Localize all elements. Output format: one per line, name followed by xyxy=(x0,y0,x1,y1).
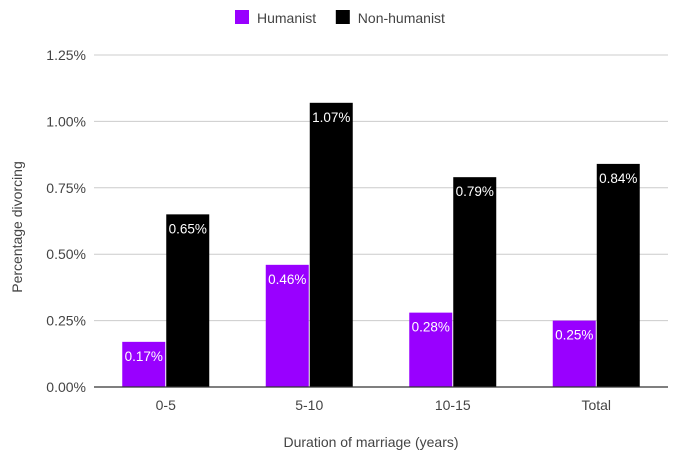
x-tick-label: 10-15 xyxy=(435,397,471,413)
data-label: 0.84% xyxy=(599,171,637,186)
data-label: 0.46% xyxy=(268,272,306,287)
x-tick-label: Total xyxy=(581,397,611,413)
data-label: 0.79% xyxy=(456,184,494,199)
x-tick-label: 5-10 xyxy=(295,397,323,413)
y-tick-label: 0.00% xyxy=(46,379,86,395)
y-tick-label: 1.25% xyxy=(46,47,86,63)
bar-humanist-10-15 xyxy=(409,312,453,387)
x-axis-title: Duration of marriage (years) xyxy=(283,434,458,450)
y-axis-title: Percentage divorcing xyxy=(9,161,25,293)
x-tick-label: 0-5 xyxy=(156,397,176,413)
bar-non-humanist-total xyxy=(596,163,640,387)
legend-label: Humanist xyxy=(257,10,316,26)
data-label: 0.25% xyxy=(555,328,593,343)
x-axis-ticks: 0-5 5-10 10-15 Total xyxy=(156,397,611,413)
data-label: 1.07% xyxy=(312,110,350,125)
y-axis-ticks: 0.00% 0.25% 0.50% 0.75% 1.00% 1.25% xyxy=(46,47,86,395)
y-tick-label: 0.50% xyxy=(46,246,86,262)
bar-non-humanist-0-5 xyxy=(166,214,210,387)
y-tick-label: 0.25% xyxy=(46,313,86,329)
bar-non-humanist-10-15 xyxy=(453,177,497,387)
bar-humanist-0-5 xyxy=(122,341,166,387)
legend: Humanist Non-humanist xyxy=(235,10,445,26)
data-label: 0.65% xyxy=(169,221,207,236)
data-label: 0.17% xyxy=(125,349,163,364)
bar-humanist-total xyxy=(552,320,596,387)
bar-humanist-5-10 xyxy=(265,264,309,387)
y-tick-label: 1.00% xyxy=(46,113,86,129)
bar-non-humanist-5-10 xyxy=(309,102,353,388)
legend-swatch xyxy=(235,10,249,24)
legend-swatch xyxy=(335,10,350,24)
data-label: 0.28% xyxy=(412,320,450,335)
data-labels: 0.17% 0.65% 0.46% 1.07% 0.28% 0.79% 0.25% 0.84% xyxy=(125,110,638,364)
bars xyxy=(122,102,640,388)
y-tick-label: 0.75% xyxy=(46,180,86,196)
legend-label: Non-humanist xyxy=(358,10,445,26)
